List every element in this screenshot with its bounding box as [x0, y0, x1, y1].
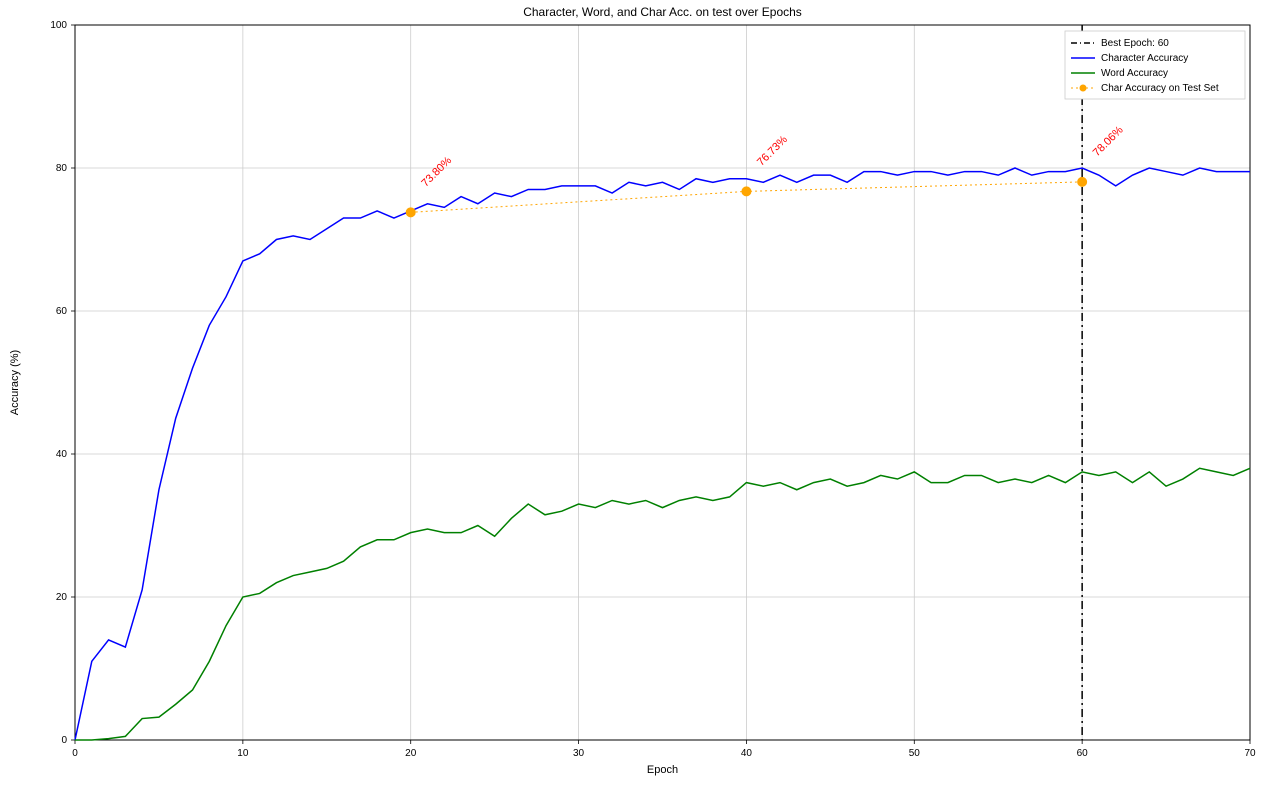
y-tick-label: 60 [56, 306, 68, 317]
chart-container: 0 10 20 30 40 50 60 70 0 20 40 60 80 100 Epoch Accuracy… [0, 0, 1280, 795]
x-tick-label: 70 [1244, 748, 1256, 759]
legend-label: Char Accuracy on Test Set [1101, 83, 1219, 94]
y-tick-label: 40 [56, 449, 68, 460]
legend-label: Word Accuracy [1101, 68, 1168, 79]
annotation-label: 73.80% [419, 154, 454, 189]
series-marker [1077, 177, 1087, 187]
y-tick-label: 0 [61, 735, 67, 746]
series-marker [741, 186, 751, 196]
y-tick-label: 20 [56, 592, 68, 603]
legend-label: Best Epoch: 60 [1101, 38, 1169, 49]
y-tick-label: 80 [56, 163, 68, 174]
x-tick-label: 30 [573, 748, 585, 759]
x-tick-label: 10 [237, 748, 249, 759]
annotation-label: 76.73% [755, 133, 790, 168]
annotation-label: 78.06% [1091, 124, 1126, 159]
x-tick-label: 0 [72, 748, 78, 759]
chart-title: Character, Word, and Char Acc. on test o… [523, 5, 802, 19]
x-tick-label: 50 [909, 748, 921, 759]
accuracy-chart: 0 10 20 30 40 50 60 70 0 20 40 60 80 100 Epoch Accuracy… [0, 0, 1280, 795]
y-tick-label: 100 [50, 20, 67, 31]
x-axis-label: Epoch [647, 764, 678, 776]
series-line [75, 468, 1250, 740]
x-tick-label: 40 [741, 748, 753, 759]
legend-label: Character Accuracy [1101, 53, 1188, 64]
x-tick-label: 20 [405, 748, 417, 759]
x-tick-label: 60 [1077, 748, 1089, 759]
series-marker [406, 207, 416, 217]
plot-border [75, 25, 1250, 740]
y-axis-label: Accuracy (%) [9, 350, 21, 415]
